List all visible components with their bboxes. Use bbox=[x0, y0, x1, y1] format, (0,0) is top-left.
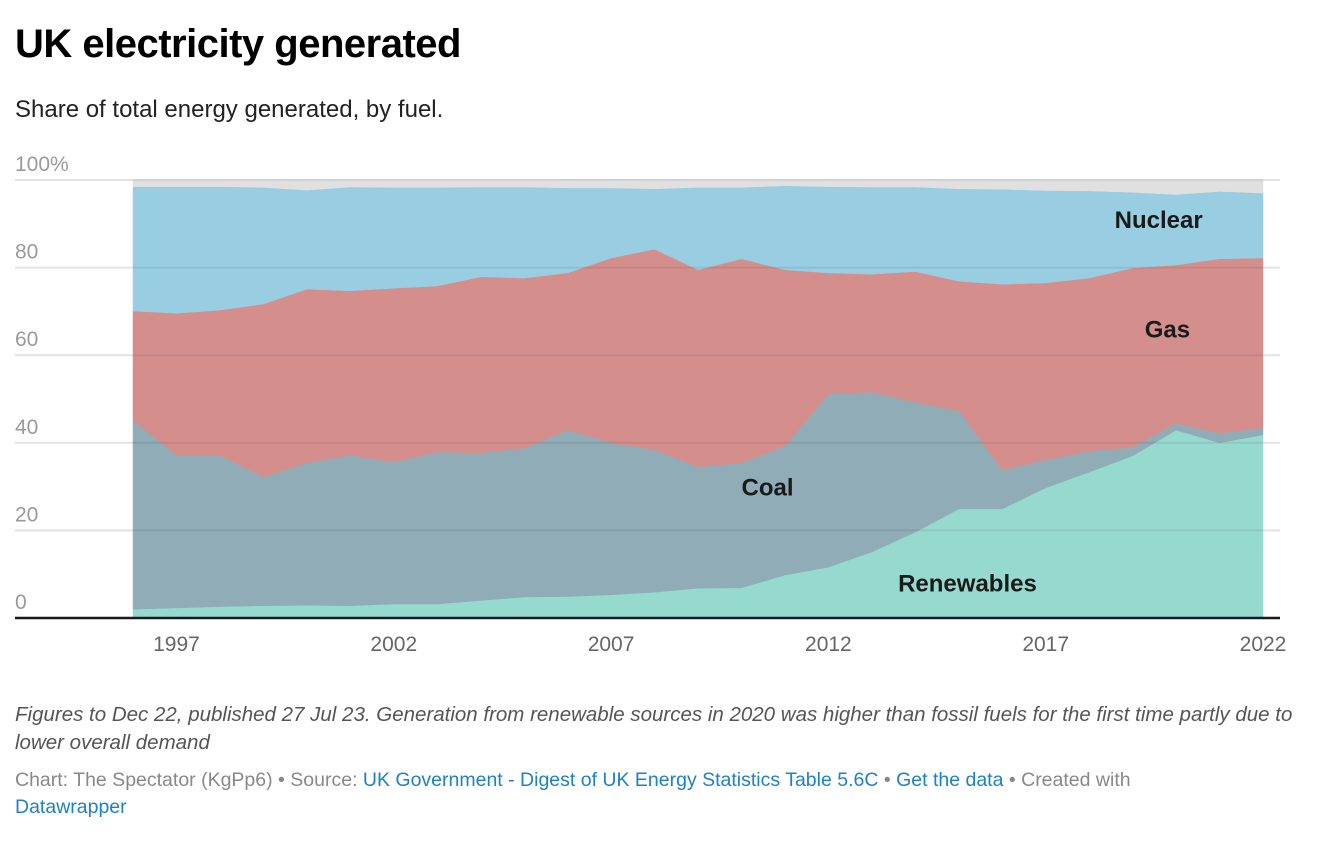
series-labels: Renewables Coal Gas Nuclear bbox=[742, 207, 1203, 598]
y-tick-label: 40 bbox=[15, 416, 38, 439]
stacked-area-chart: 0 20 40 60 80 100% 1997 2002 2007 2012 2017 2022 R… bbox=[15, 153, 1286, 656]
datawrapper-link[interactable]: Datawrapper bbox=[15, 796, 127, 818]
y-tick-label: 0 bbox=[15, 591, 27, 614]
x-tick-label: 2022 bbox=[1240, 633, 1287, 656]
series-label-coal: Coal bbox=[742, 474, 794, 501]
x-tick-label: 2002 bbox=[370, 633, 417, 656]
series-label-nuclear: Nuclear bbox=[1115, 207, 1203, 234]
separator: • bbox=[272, 769, 291, 791]
chart-byline: Chart: The Spectator (KgPp6) • Source: U… bbox=[15, 767, 1315, 821]
y-tick-label: 80 bbox=[15, 241, 38, 264]
gridlines-overlay bbox=[133, 179, 1263, 532]
area-other bbox=[132, 179, 1264, 195]
source-prefix: Source: bbox=[290, 769, 363, 791]
get-the-data-link[interactable]: Get the data bbox=[896, 769, 1004, 791]
y-tick-label: 100% bbox=[15, 153, 69, 176]
y-tick-label: 60 bbox=[15, 328, 38, 351]
series-label-renewables: Renewables bbox=[898, 571, 1037, 598]
series-label-gas: Gas bbox=[1145, 317, 1190, 344]
x-axis-labels: 1997 2002 2007 2012 2017 2022 bbox=[153, 633, 1286, 656]
area-series bbox=[132, 179, 1264, 619]
chart-notes: Figures to Dec 22, published 27 Jul 23. … bbox=[15, 703, 1293, 754]
source-link[interactable]: UK Government - Digest of UK Energy Stat… bbox=[362, 769, 879, 791]
chart-title: UK electricity generated bbox=[15, 22, 461, 66]
separator: • bbox=[878, 769, 897, 791]
separator: • bbox=[1003, 769, 1022, 791]
x-tick-label: 1997 bbox=[153, 633, 200, 656]
y-axis-labels: 0 20 40 60 80 100% bbox=[15, 153, 69, 614]
x-tick-label: 2007 bbox=[588, 633, 635, 656]
created-with-text: Created with bbox=[1021, 769, 1131, 791]
y-tick-label: 20 bbox=[15, 503, 38, 526]
x-tick-label: 2017 bbox=[1022, 633, 1069, 656]
x-tick-label: 2012 bbox=[805, 633, 852, 656]
chart-credit: Chart: The Spectator (KgPp6) bbox=[15, 769, 273, 791]
chart-subtitle: Share of total energy generated, by fuel… bbox=[15, 96, 444, 123]
